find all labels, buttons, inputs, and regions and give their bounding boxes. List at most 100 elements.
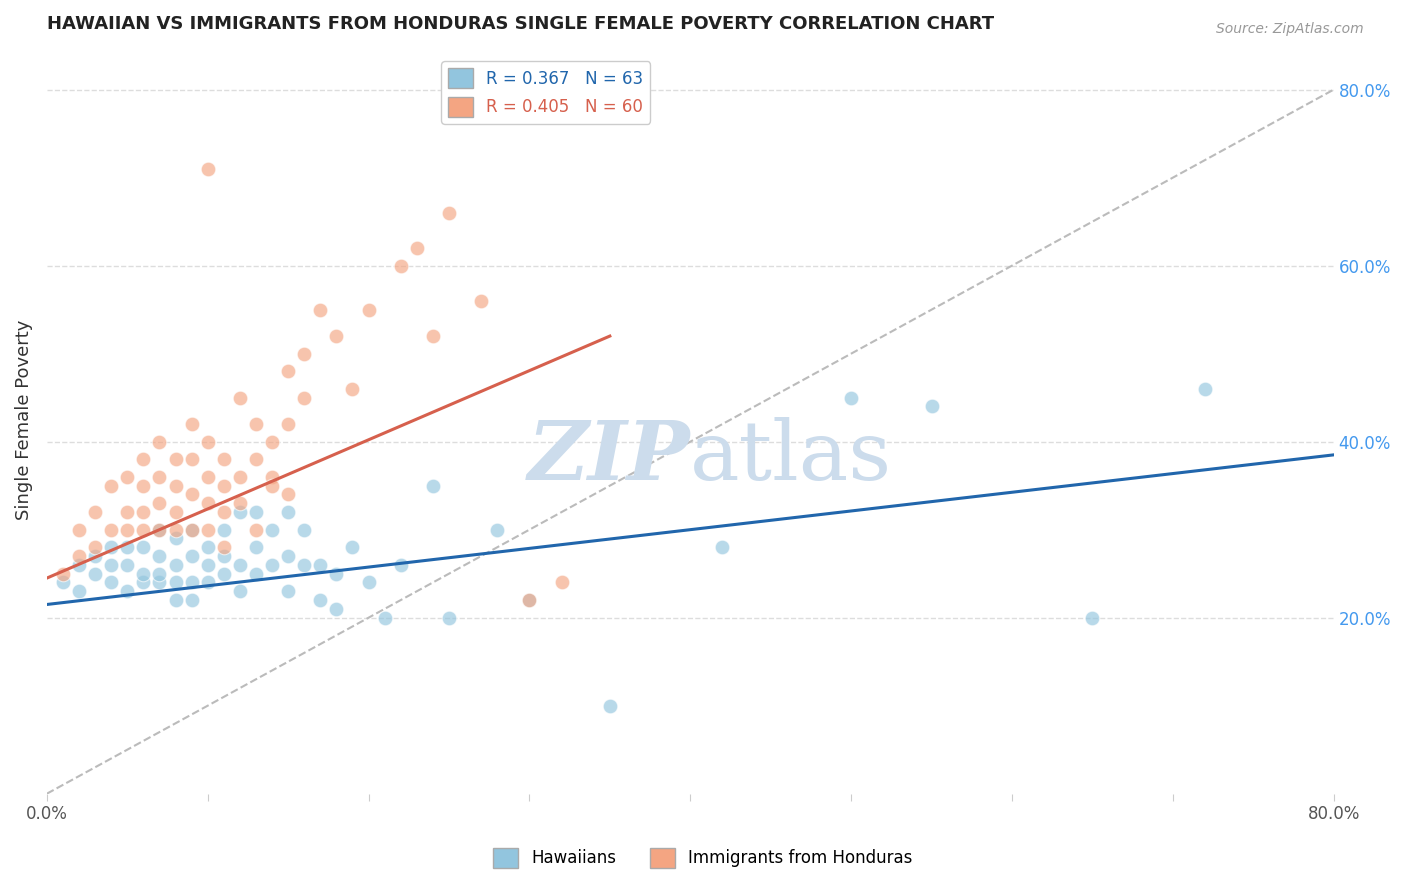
Point: [212, 523, 235, 537]
Point: [212, 566, 235, 581]
Y-axis label: Single Female Poverty: Single Female Poverty: [15, 319, 32, 520]
Point: [309, 302, 332, 317]
Point: [197, 523, 219, 537]
Point: [229, 496, 252, 510]
Point: [1194, 382, 1216, 396]
Point: [197, 496, 219, 510]
Point: [325, 329, 347, 343]
Point: [405, 241, 427, 255]
Point: [422, 478, 444, 492]
Point: [165, 593, 187, 607]
Point: [117, 558, 139, 572]
Point: [197, 575, 219, 590]
Legend: R = 0.367   N = 63, R = 0.405   N = 60: R = 0.367 N = 63, R = 0.405 N = 60: [441, 62, 650, 124]
Point: [245, 452, 267, 467]
Point: [229, 558, 252, 572]
Point: [437, 206, 460, 220]
Point: [212, 452, 235, 467]
Point: [342, 541, 364, 555]
Point: [52, 575, 75, 590]
Point: [117, 541, 139, 555]
Point: [84, 541, 107, 555]
Point: [292, 391, 315, 405]
Point: [148, 566, 170, 581]
Point: [67, 584, 90, 599]
Point: [132, 575, 155, 590]
Point: [599, 698, 621, 713]
Point: [839, 391, 862, 405]
Point: [165, 575, 187, 590]
Text: Source: ZipAtlas.com: Source: ZipAtlas.com: [1216, 22, 1364, 37]
Point: [262, 558, 284, 572]
Point: [165, 478, 187, 492]
Point: [52, 566, 75, 581]
Point: [148, 575, 170, 590]
Point: [262, 523, 284, 537]
Point: [277, 364, 299, 378]
Point: [325, 566, 347, 581]
Point: [67, 549, 90, 563]
Point: [277, 584, 299, 599]
Point: [262, 470, 284, 484]
Point: [292, 523, 315, 537]
Point: [325, 602, 347, 616]
Point: [84, 566, 107, 581]
Point: [148, 434, 170, 449]
Point: [165, 452, 187, 467]
Point: [148, 549, 170, 563]
Point: [180, 575, 202, 590]
Point: [212, 505, 235, 519]
Point: [245, 566, 267, 581]
Point: [117, 470, 139, 484]
Point: [132, 505, 155, 519]
Point: [165, 558, 187, 572]
Point: [1081, 610, 1104, 624]
Point: [100, 541, 122, 555]
Point: [132, 523, 155, 537]
Point: [519, 593, 541, 607]
Point: [197, 161, 219, 176]
Point: [921, 400, 943, 414]
Point: [180, 523, 202, 537]
Point: [357, 575, 380, 590]
Point: [437, 610, 460, 624]
Point: [148, 470, 170, 484]
Point: [374, 610, 396, 624]
Point: [245, 417, 267, 431]
Point: [117, 523, 139, 537]
Point: [100, 558, 122, 572]
Point: [148, 523, 170, 537]
Point: [309, 593, 332, 607]
Point: [550, 575, 572, 590]
Point: [262, 478, 284, 492]
Point: [100, 575, 122, 590]
Point: [342, 382, 364, 396]
Point: [229, 470, 252, 484]
Point: [165, 532, 187, 546]
Legend: Hawaiians, Immigrants from Honduras: Hawaiians, Immigrants from Honduras: [486, 841, 920, 875]
Text: atlas: atlas: [690, 417, 893, 497]
Point: [117, 505, 139, 519]
Point: [357, 302, 380, 317]
Point: [470, 293, 492, 308]
Point: [197, 434, 219, 449]
Point: [132, 478, 155, 492]
Point: [212, 541, 235, 555]
Point: [519, 593, 541, 607]
Text: HAWAIIAN VS IMMIGRANTS FROM HONDURAS SINGLE FEMALE POVERTY CORRELATION CHART: HAWAIIAN VS IMMIGRANTS FROM HONDURAS SIN…: [46, 15, 994, 33]
Point: [389, 558, 412, 572]
Point: [180, 452, 202, 467]
Point: [212, 478, 235, 492]
Point: [245, 523, 267, 537]
Point: [84, 505, 107, 519]
Point: [229, 391, 252, 405]
Point: [180, 549, 202, 563]
Point: [67, 558, 90, 572]
Point: [180, 487, 202, 501]
Point: [67, 523, 90, 537]
Point: [277, 505, 299, 519]
Point: [132, 452, 155, 467]
Point: [309, 558, 332, 572]
Point: [100, 478, 122, 492]
Point: [245, 505, 267, 519]
